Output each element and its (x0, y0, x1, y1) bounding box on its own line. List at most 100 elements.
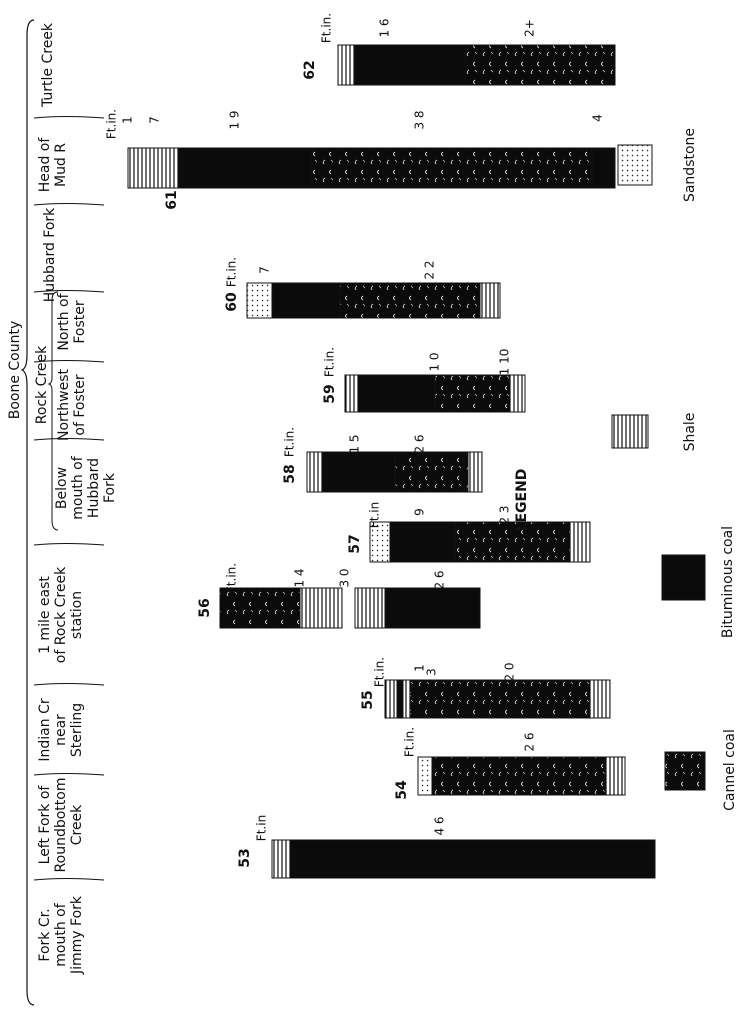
thickness-label: 1 9 (228, 110, 242, 129)
thickness-label: 2 6 (433, 570, 447, 589)
stratum (344, 374, 359, 413)
locality-label: Creek (69, 804, 85, 845)
section-number: 60 (224, 292, 240, 312)
unit-label: Ft.in. (283, 427, 297, 457)
stratum (464, 44, 616, 86)
stratum (339, 282, 481, 319)
stratum (389, 521, 456, 563)
locality-label: Roundbottom (53, 778, 69, 873)
stratum (321, 451, 396, 493)
locality-label: Hubbard Fork (42, 207, 58, 302)
thickness-label: 1 4 (293, 568, 307, 587)
thickness-label: 4 (591, 114, 605, 122)
thickness-label: 1 6 (378, 18, 392, 37)
section-number: 56 (197, 598, 213, 617)
stratum (246, 282, 273, 319)
county-brace (20, 19, 35, 1006)
locality-label: Below (54, 467, 70, 509)
stratum (177, 147, 313, 189)
stratum (354, 587, 386, 629)
thickness-label: 1 5 (348, 434, 362, 453)
locality-label: Mud R (53, 143, 69, 187)
stratum (394, 451, 469, 493)
legend-label: Sandstone (682, 128, 698, 202)
thickness-label: 1 10 (498, 349, 512, 376)
unit-label: Ft.in. (225, 257, 239, 287)
stratum (306, 451, 323, 493)
stratum (402, 679, 411, 719)
locality-label: mouth of (53, 902, 69, 966)
stratum (604, 756, 626, 796)
unit-label: Ft.in. (373, 657, 387, 687)
stratum (289, 839, 656, 879)
unit-label: Ft.in (255, 815, 269, 841)
locality-separator (33, 878, 105, 881)
stratum (396, 679, 404, 719)
unit-label: Ft.in. (403, 727, 417, 757)
locality-label: Jimmy Fork (69, 895, 85, 975)
locality-label: Turtle Creek (40, 22, 56, 108)
thickness-label: 7 (258, 266, 272, 274)
thickness-label: 2 6 (413, 434, 427, 453)
thickness-label: 1 (121, 116, 135, 124)
section-number: 62 (302, 60, 318, 79)
unit-label: Ft.in. (323, 347, 337, 377)
locality-label: station (69, 591, 85, 639)
thickness-label: 9 (413, 508, 427, 516)
locality-label: Left Fork of (37, 785, 53, 865)
locality-separator (33, 683, 105, 686)
locality-label: Head of (37, 137, 53, 193)
stratum (589, 679, 611, 719)
stratum (409, 679, 591, 719)
stratum (337, 44, 356, 86)
thickness-label: 2 3 (498, 505, 512, 524)
locality-separator (33, 203, 105, 206)
section-number: 57 (347, 534, 363, 553)
group-title: Rock Creek (34, 345, 50, 424)
locality-label: mouth of (70, 455, 86, 519)
locality-separator (33, 543, 105, 546)
stratum (664, 751, 706, 791)
stratum (467, 451, 483, 493)
unit-label: Ft.in (368, 502, 382, 528)
unit-label: Ft.in. (105, 109, 119, 139)
stratum (479, 282, 501, 319)
locality-label: Sterling (69, 703, 85, 757)
stratum (617, 144, 653, 186)
thickness-label: 2 2 (423, 260, 437, 279)
group-brace (47, 291, 59, 531)
thickness-label: 7 (148, 116, 162, 124)
locality-separator (33, 438, 105, 441)
locality-label: North of (56, 292, 72, 350)
thickness-label: 3 (425, 668, 439, 676)
locality-label: Foster (72, 300, 88, 344)
stratum (661, 554, 706, 601)
locality-separator (33, 360, 105, 363)
stratum (509, 374, 526, 413)
legend-label: Bituminous coal (720, 526, 736, 638)
section-number: 58 (282, 464, 298, 483)
section-number: 59 (322, 384, 338, 403)
locality-label: of Foster (72, 374, 88, 435)
locality-label: Northwest (56, 368, 72, 441)
section-number: 53 (237, 848, 253, 867)
stratum (591, 147, 616, 189)
thickness-label: 2 0 (503, 662, 517, 681)
locality-separator (33, 773, 105, 776)
county-title: Boone County (7, 321, 23, 420)
stratum (127, 147, 179, 189)
locality-label: of Rock Creek (53, 566, 69, 663)
thickness-label: 4 6 (433, 816, 447, 835)
section-number: 55 (360, 690, 376, 709)
stratum (299, 587, 343, 629)
locality-label: near (53, 714, 69, 746)
locality-label: Fork Cr. (37, 908, 53, 961)
unit-label: Ft.in. (320, 13, 334, 43)
thickness-label: 2 6 (523, 732, 537, 751)
locality-label: 1 mile east (37, 576, 53, 654)
legend-label: Cannel coal (722, 729, 738, 811)
locality-label: Fork (102, 472, 118, 503)
thickness-label: 1 0 (428, 352, 442, 371)
